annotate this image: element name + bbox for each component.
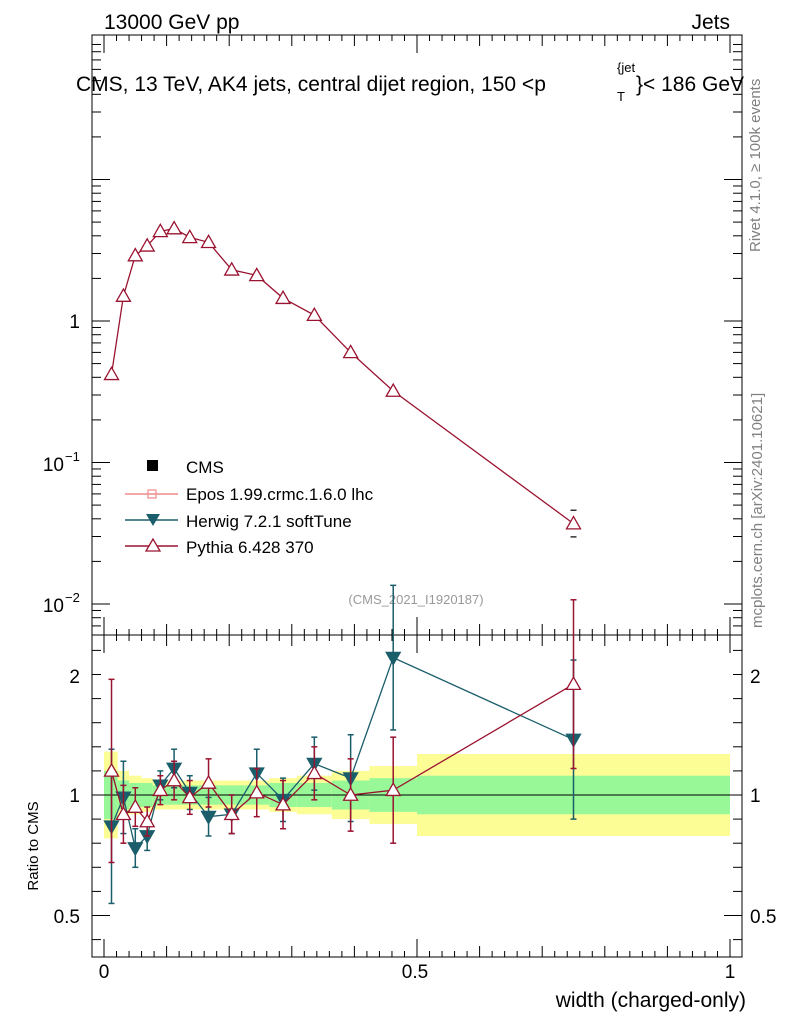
ratio-pythia-point xyxy=(127,798,144,813)
legend-pythia-label: Pythia 6.428 370 xyxy=(186,538,314,557)
header-left: 13000 GeV pp xyxy=(104,11,239,34)
main-pythia-point xyxy=(200,233,217,249)
mcplots-label: mcplots.cern.ch [arXiv:2401.10621] xyxy=(749,393,766,628)
title-superscript: {jet xyxy=(617,60,635,75)
main-pythia-point xyxy=(223,261,240,276)
legend-cms-marker xyxy=(147,460,158,471)
ratio-pythia-point xyxy=(165,772,183,787)
ratio-tick-2-right: 2 xyxy=(750,667,761,688)
plot-title: CMS, 13 TeV, AK4 jets, central dijet reg… xyxy=(76,73,546,96)
ratio-tick-0.5-right: 0.5 xyxy=(750,907,776,928)
ratio-pythia-point xyxy=(385,781,402,797)
main-pythia-point xyxy=(115,287,132,302)
main-pythia-point xyxy=(385,382,402,397)
ratio-herwig-point xyxy=(127,842,144,857)
analysis-watermark: (CMS_2021_I1920187) xyxy=(348,592,483,607)
main-pythia-point xyxy=(127,247,144,262)
legend-herwig-label: Herwig 7.2.1 softTune xyxy=(186,512,352,531)
x-tick-label-0: 0 xyxy=(99,962,110,983)
ratio-pythia-point xyxy=(342,786,359,801)
y-tick-exponent-0.1: −1 xyxy=(65,449,80,464)
x-axis-title: width (charged-only) xyxy=(555,989,746,1012)
main-pythia-point xyxy=(103,366,120,381)
title-subscript: T xyxy=(617,89,625,104)
ratio-pythia-point xyxy=(115,805,132,821)
x-tick-labels: 0 0.5 1 xyxy=(99,962,736,983)
main-pythia-point xyxy=(165,220,183,235)
main-pythia-point xyxy=(248,267,265,282)
rivet-label: Rivet 4.1.0, ≥ 100k events xyxy=(747,79,764,252)
main-y-tick-labels: 1 10 −1 10 −2 xyxy=(43,312,80,617)
main-pythia-point xyxy=(152,223,169,238)
y-tick-label-1: 1 xyxy=(69,312,80,333)
ratio-tick-1-left: 1 xyxy=(69,786,80,807)
main-pythia-line xyxy=(110,227,574,525)
ratio-pythia-point xyxy=(223,805,240,821)
ratio-pythia-point xyxy=(181,789,198,804)
data-series xyxy=(103,220,582,905)
ratio-pythia-point xyxy=(565,675,582,691)
title-main: CMS, 13 TeV, AK4 jets, central dijet reg… xyxy=(76,73,546,96)
ratio-herwig-point xyxy=(385,651,402,666)
ratio-pythia-point xyxy=(274,796,292,811)
main-pythia-point xyxy=(306,306,323,322)
x-tick-label-0.5: 0.5 xyxy=(402,962,428,983)
ratio-herwig-point xyxy=(200,810,217,826)
y-tick-label-0.1: 10 xyxy=(43,455,64,476)
legend-herwig-marker xyxy=(146,514,160,526)
ratio-tick-2-left: 2 xyxy=(69,667,80,688)
y-tick-label-0.01: 10 xyxy=(43,596,64,617)
ratio-pythia-point xyxy=(248,784,265,799)
ratio-y-tick-labels-left: 2 1 0.5 xyxy=(54,667,80,928)
ratio-tick-0.5-left: 0.5 xyxy=(54,907,80,928)
main-pythia-point xyxy=(342,344,359,359)
main-pythia-point xyxy=(565,515,582,530)
ratio-pythia-point xyxy=(103,762,120,777)
legend-epos-label: Epos 1.99.crmc.1.6.0 lhc xyxy=(186,485,374,504)
y-tick-exponent-0.01: −2 xyxy=(65,590,80,605)
ratio-pythia-point xyxy=(152,781,169,797)
legend-epos-marker xyxy=(147,489,157,499)
legend-cms-label: CMS xyxy=(186,458,224,477)
ratio-pythia-point xyxy=(306,764,323,780)
legend: CMS Epos 1.99.crmc.1.6.0 lhc Herwig 7.2.… xyxy=(125,458,374,557)
ratio-pythia-point xyxy=(200,774,217,789)
ratio-y-axis-title: Ratio to CMS xyxy=(25,801,42,890)
title-end: }< 186 GeV xyxy=(636,73,744,96)
header-right: Jets xyxy=(691,11,730,34)
ratio-pythia-point xyxy=(139,813,156,828)
main-pythia-point xyxy=(181,229,198,244)
main-pythia-point xyxy=(139,237,156,252)
x-tick-label-1: 1 xyxy=(725,962,736,983)
main-pythia-point xyxy=(274,289,292,305)
ratio-y-tick-labels-right: 2 1 0.5 xyxy=(750,667,776,928)
axis-ticks xyxy=(92,35,742,957)
legend-pythia-marker xyxy=(144,537,162,552)
ratio-tick-1-right: 1 xyxy=(750,786,761,807)
